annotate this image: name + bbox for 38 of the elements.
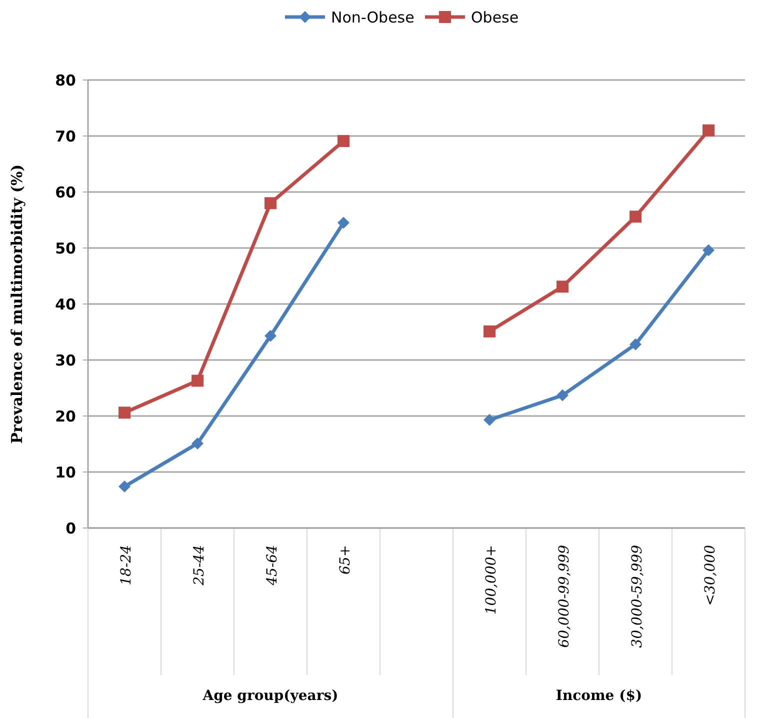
x-tick-label: 30,000-59,999 — [630, 544, 646, 648]
point — [702, 244, 714, 256]
point — [118, 406, 130, 419]
point — [264, 197, 276, 210]
y-tick-label: 70 — [55, 127, 76, 146]
point — [630, 338, 642, 350]
point — [484, 414, 496, 426]
y-axis-title: Prevalence of multimorbidity (%) — [8, 164, 26, 444]
point — [118, 480, 130, 493]
legend-label: Obese — [471, 8, 519, 26]
point — [556, 280, 568, 293]
x-tick-label: 65+ — [338, 545, 354, 575]
point — [484, 325, 496, 338]
point — [630, 210, 642, 223]
point — [702, 124, 714, 136]
point — [264, 330, 276, 342]
legend-label: Non-Obese — [331, 8, 414, 26]
point — [338, 216, 350, 229]
x-tick-label: 60,000-99,999 — [556, 544, 572, 648]
x-tick-label: 45-64 — [264, 545, 280, 586]
y-tick-label: 60 — [55, 183, 76, 202]
y-tick-label: 30 — [55, 351, 76, 370]
point — [192, 374, 204, 387]
point — [192, 437, 204, 450]
y-tick-label: 50 — [55, 239, 76, 258]
x-tick-label: 18-24 — [118, 545, 134, 586]
point — [338, 135, 350, 148]
y-tick-label: 20 — [55, 407, 76, 426]
point — [556, 389, 568, 402]
x-tick-label: 100,000+ — [484, 545, 500, 615]
y-tick-label: 0 — [66, 519, 76, 538]
text: Age group(years) — [202, 688, 338, 704]
x-tick-label: <30,000 — [702, 544, 718, 606]
y-tick-label: 80 — [55, 71, 76, 90]
x-tick-label: 25-44 — [192, 545, 208, 586]
y-tick-label: 10 — [55, 463, 76, 482]
y-tick-label: 40 — [55, 295, 76, 314]
text: Income ($) — [556, 688, 642, 704]
